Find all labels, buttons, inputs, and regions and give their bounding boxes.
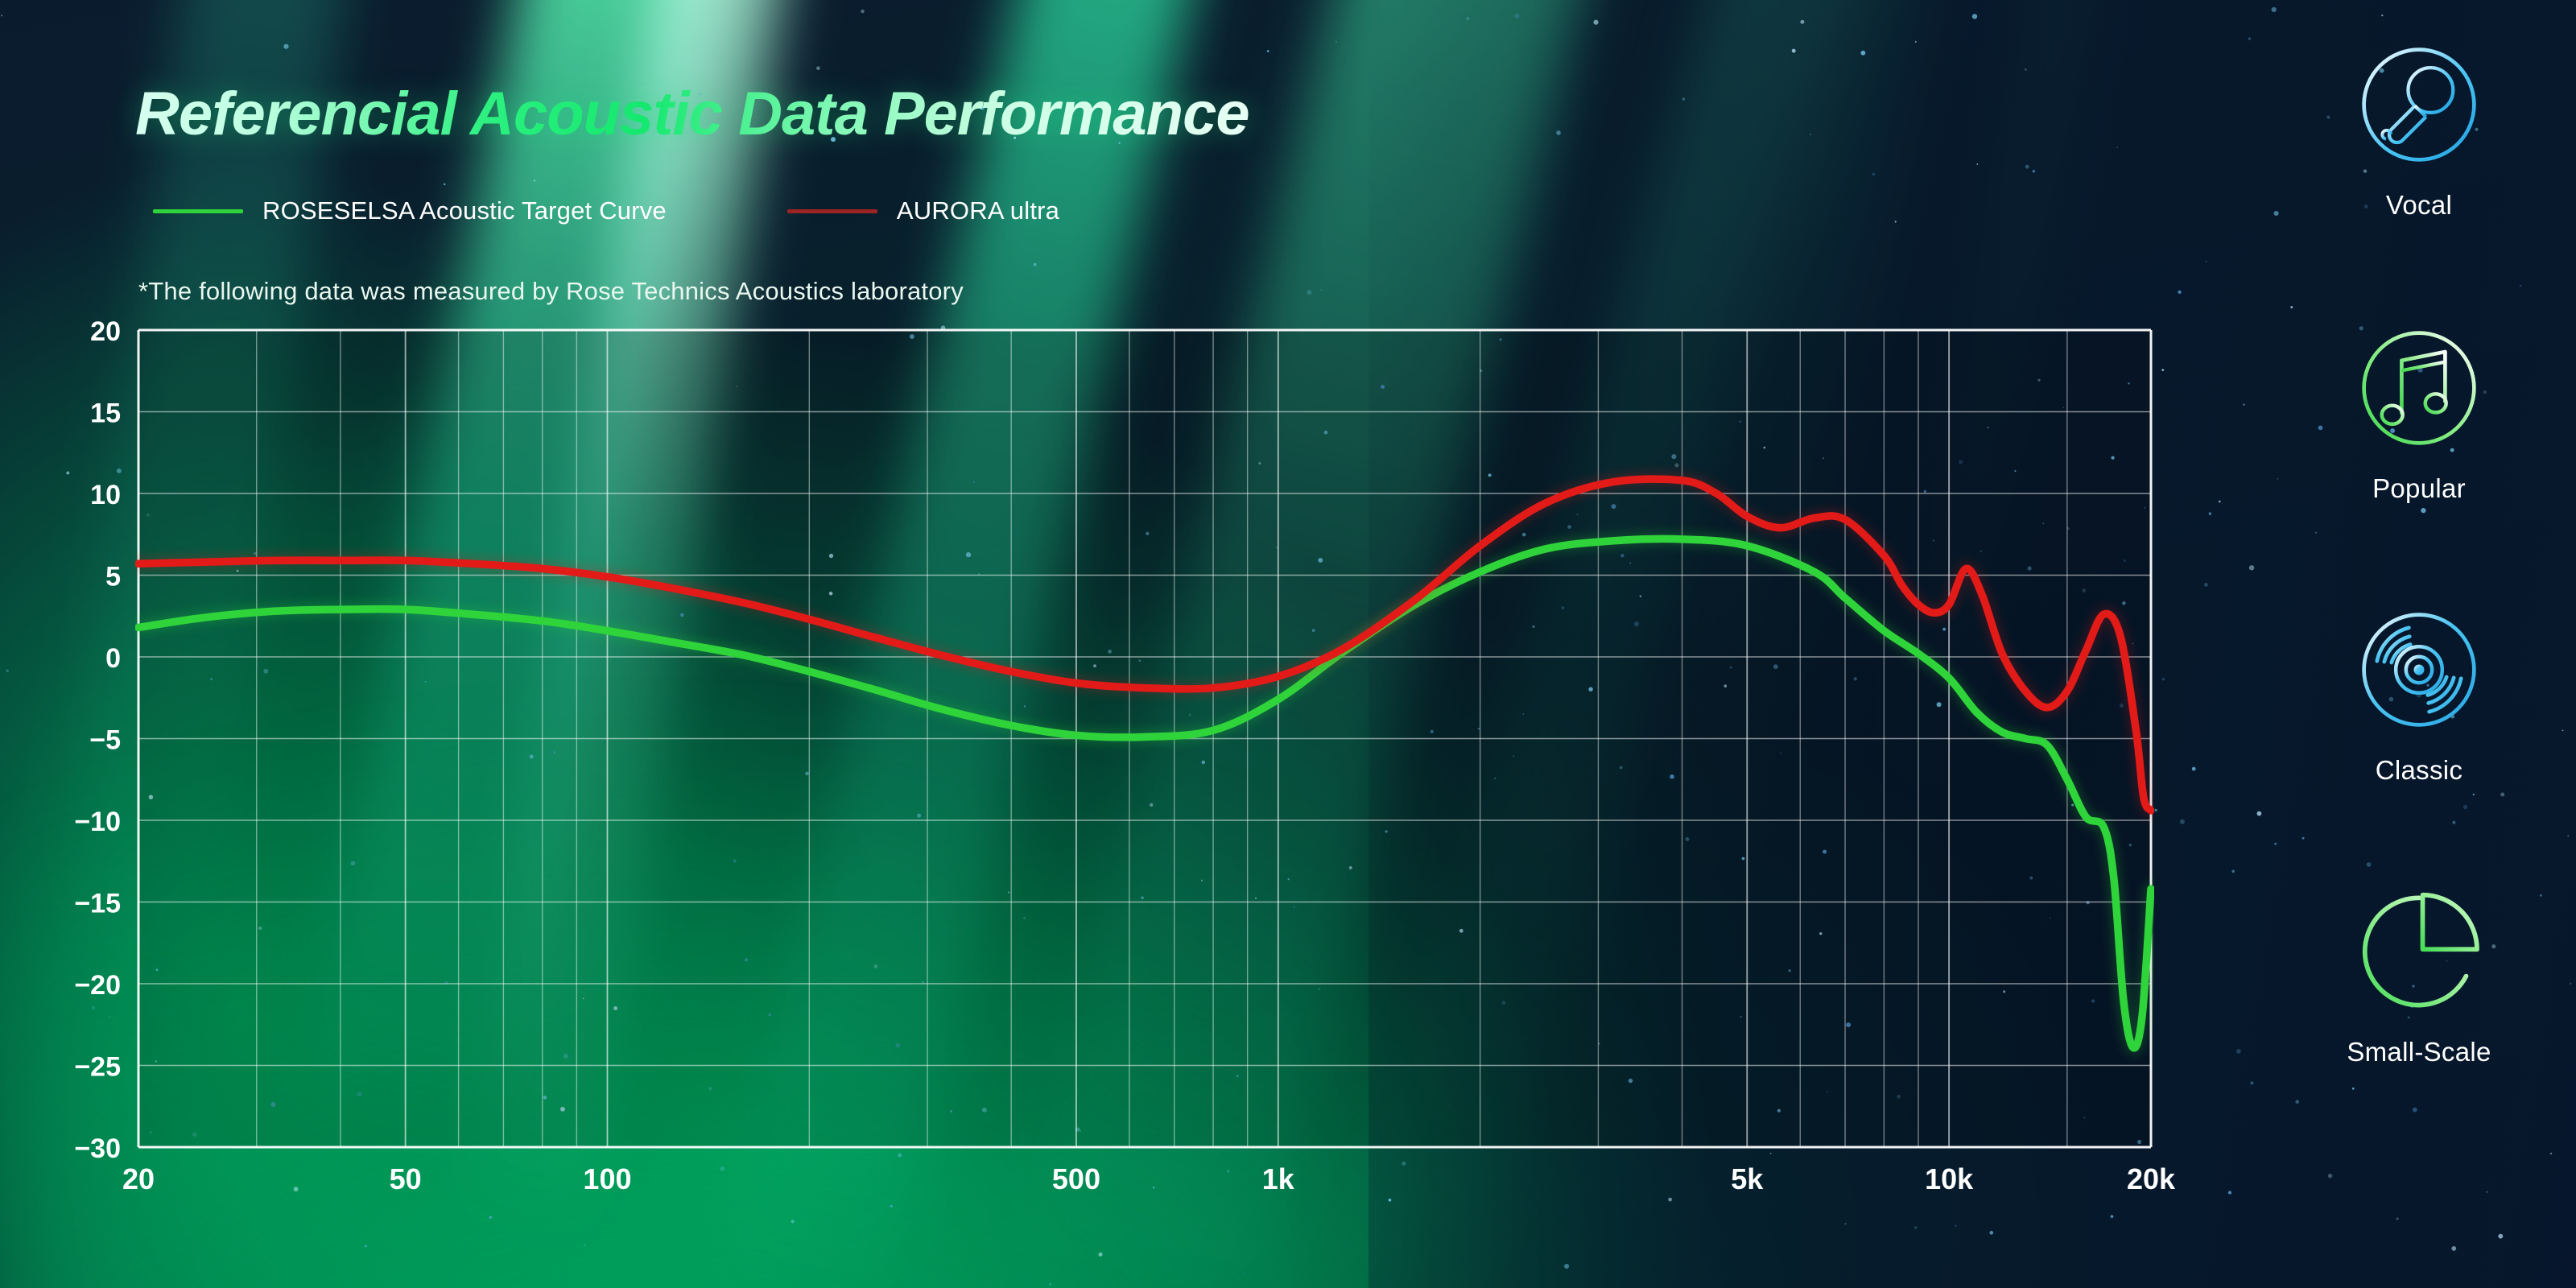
- category-label-vocal: Vocal: [2385, 190, 2453, 220]
- x-axis-tick-label: 1k: [1262, 1162, 1295, 1195]
- category-item-vocal[interactable]: Vocal: [2262, 32, 2576, 221]
- x-axis-tick-label: 10k: [1925, 1162, 1974, 1195]
- category-label-classic: Classic: [2375, 755, 2463, 785]
- legend-label-aurora-ultra: AURORA ultra: [896, 196, 1060, 225]
- category-sidebar: Vocal Popular: [2262, 0, 2576, 1288]
- category-label-small-scale: Small-Scale: [2347, 1037, 2491, 1067]
- category-item-small-scale[interactable]: Small-Scale: [2262, 879, 2576, 1067]
- x-axis-tick-label: 5k: [1731, 1162, 1764, 1195]
- page-title: Referencial Acoustic Data Performance: [135, 80, 1250, 148]
- y-axis-tick-label: 15: [90, 398, 121, 429]
- legend-swatch-green: [153, 208, 243, 213]
- vinyl-record-icon: [2362, 613, 2476, 727]
- x-axis-tick-label: 500: [1052, 1162, 1100, 1195]
- category-item-popular[interactable]: Popular: [2262, 316, 2576, 504]
- curve-aurora-red: [135, 475, 2154, 815]
- legend-item-aurora-ultra: AURORA ultra: [786, 196, 1060, 225]
- y-axis-tick-label: −30: [74, 1133, 121, 1164]
- category-item-classic[interactable]: Classic: [2262, 597, 2576, 786]
- x-axis-tick-label: 20k: [2127, 1162, 2176, 1195]
- microphone-icon: [2362, 47, 2476, 162]
- background-night-sky: [1368, 0, 2576, 1288]
- y-axis-tick-label: 5: [105, 562, 121, 592]
- y-axis-tick-label: −20: [74, 970, 121, 1001]
- category-label-popular: Popular: [2372, 473, 2466, 503]
- pie-chart-icon: [2362, 892, 2479, 1008]
- curve-target-green: [135, 535, 2154, 1052]
- y-axis-tick-label: −5: [89, 725, 121, 756]
- x-axis-tick-label: 100: [583, 1162, 631, 1195]
- legend-item-target-curve: ROSESELSA Acoustic Target Curve: [153, 196, 667, 225]
- y-axis-tick-label: −15: [74, 889, 121, 919]
- chart-legend: ROSESELSA Acoustic Target Curve AURORA u…: [153, 196, 1059, 225]
- y-axis-tick-label: −25: [74, 1052, 121, 1083]
- y-axis-tick-label: 10: [90, 480, 121, 510]
- measurement-footnote: *The following data was measured by Rose…: [138, 277, 964, 305]
- y-axis-tick-label: 0: [105, 643, 121, 674]
- x-axis-tick-label: 50: [390, 1162, 422, 1195]
- y-axis-tick-label: −10: [74, 807, 121, 837]
- music-note-icon: [2362, 331, 2476, 445]
- y-axis-tick-label: 20: [90, 316, 121, 347]
- legend-swatch-red: [786, 208, 877, 213]
- legend-label-target-curve: ROSESELSA Acoustic Target Curve: [262, 196, 667, 225]
- x-axis-tick-label: 20: [122, 1162, 155, 1195]
